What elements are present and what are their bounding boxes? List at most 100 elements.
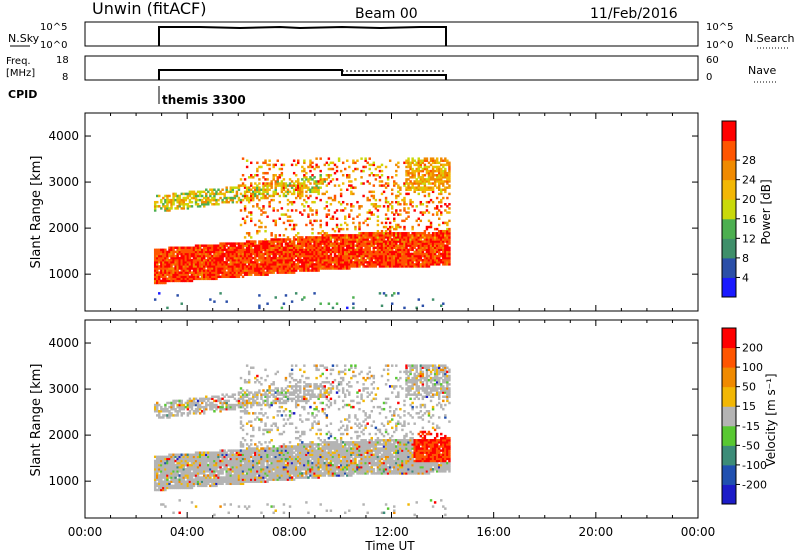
data-cell <box>448 247 450 249</box>
data-cell <box>281 307 283 309</box>
colorbar-swatch <box>722 180 736 200</box>
data-cell <box>209 298 211 300</box>
data-cell <box>234 393 236 395</box>
data-cell <box>254 412 256 414</box>
data-cell <box>336 178 338 180</box>
data-cell <box>315 197 317 199</box>
data-cell <box>397 292 399 294</box>
data-cell <box>385 213 387 215</box>
data-cell <box>289 224 291 226</box>
data-cell <box>373 195 375 197</box>
colorbar-tick-label: 4 <box>742 271 749 284</box>
data-cell <box>424 195 426 197</box>
data-cell <box>403 226 405 228</box>
data-cell <box>258 178 260 180</box>
data-cell <box>385 222 387 224</box>
data-cell <box>258 230 260 232</box>
data-cell <box>430 222 432 224</box>
data-cell <box>413 209 415 211</box>
nsky-tick-top: 10^5 <box>40 22 67 33</box>
data-cell <box>303 296 305 298</box>
data-cell <box>240 416 242 418</box>
data-cell <box>448 162 450 164</box>
data-cell <box>340 170 342 172</box>
data-cell <box>168 195 170 197</box>
data-cell <box>328 213 330 215</box>
data-cell <box>311 209 313 211</box>
data-cell <box>436 197 438 199</box>
data-cell <box>344 207 346 209</box>
data-cell <box>407 157 409 159</box>
data-cell <box>279 201 281 203</box>
data-cell <box>305 172 307 174</box>
data-cell <box>391 193 393 195</box>
data-cell <box>399 203 401 205</box>
data-cell <box>287 209 289 211</box>
data-cell <box>277 209 279 211</box>
data-cell <box>440 211 442 213</box>
nave-tick-top: 60 <box>706 55 719 66</box>
data-cell <box>260 408 262 410</box>
data-cell <box>246 364 248 366</box>
data-cell <box>240 178 242 180</box>
data-cell <box>448 228 450 230</box>
nsearch-label: N.Search <box>745 32 795 45</box>
data-cell <box>397 162 399 164</box>
data-cell <box>336 218 338 220</box>
data-cell <box>297 160 299 162</box>
data-cell <box>303 160 305 162</box>
data-cell <box>240 420 242 422</box>
data-cell <box>360 157 362 159</box>
data-cell <box>258 182 260 184</box>
data-cell <box>356 168 358 170</box>
data-cell <box>448 184 450 186</box>
data-cell <box>248 232 250 234</box>
colorbar-tick-label: 8 <box>742 252 749 265</box>
data-cell <box>181 302 183 304</box>
data-cell <box>373 184 375 186</box>
data-cell <box>391 176 393 178</box>
data-cell <box>420 220 422 222</box>
y-tick-label: 4000 <box>48 129 79 143</box>
colorbar-swatch <box>722 141 736 161</box>
data-cell <box>354 186 356 188</box>
data-cell <box>358 213 360 215</box>
data-cell <box>395 209 397 211</box>
data-cell <box>411 205 413 207</box>
data-cell <box>248 412 250 414</box>
data-cell <box>260 166 262 168</box>
data-cell <box>283 222 285 224</box>
data-cell <box>319 170 321 172</box>
data-cell <box>387 218 389 220</box>
data-cell <box>411 201 413 203</box>
data-cell <box>311 162 313 164</box>
data-cell <box>399 226 401 228</box>
data-cell <box>156 201 158 203</box>
data-cell <box>342 162 344 164</box>
data-cell <box>332 215 334 217</box>
data-cell <box>272 207 274 209</box>
data-cell <box>217 203 219 205</box>
cpid-value: themis 3300 <box>162 93 246 107</box>
data-cell <box>387 176 389 178</box>
data-cell <box>279 195 281 197</box>
y-tick-label: 2000 <box>48 221 79 235</box>
data-cell <box>334 184 336 186</box>
data-cell <box>379 292 381 294</box>
data-cell <box>319 220 321 222</box>
data-cell <box>352 193 354 195</box>
data-cell <box>246 160 248 162</box>
data-cell <box>381 180 383 182</box>
data-cell <box>448 203 450 205</box>
data-cell <box>442 197 444 199</box>
data-cell <box>387 182 389 184</box>
data-cell <box>264 230 266 232</box>
data-cell <box>258 427 260 429</box>
data-cell <box>297 178 299 180</box>
data-cell <box>379 205 381 207</box>
data-cell <box>428 211 430 213</box>
data-cell <box>250 182 252 184</box>
data-cell <box>436 157 438 159</box>
